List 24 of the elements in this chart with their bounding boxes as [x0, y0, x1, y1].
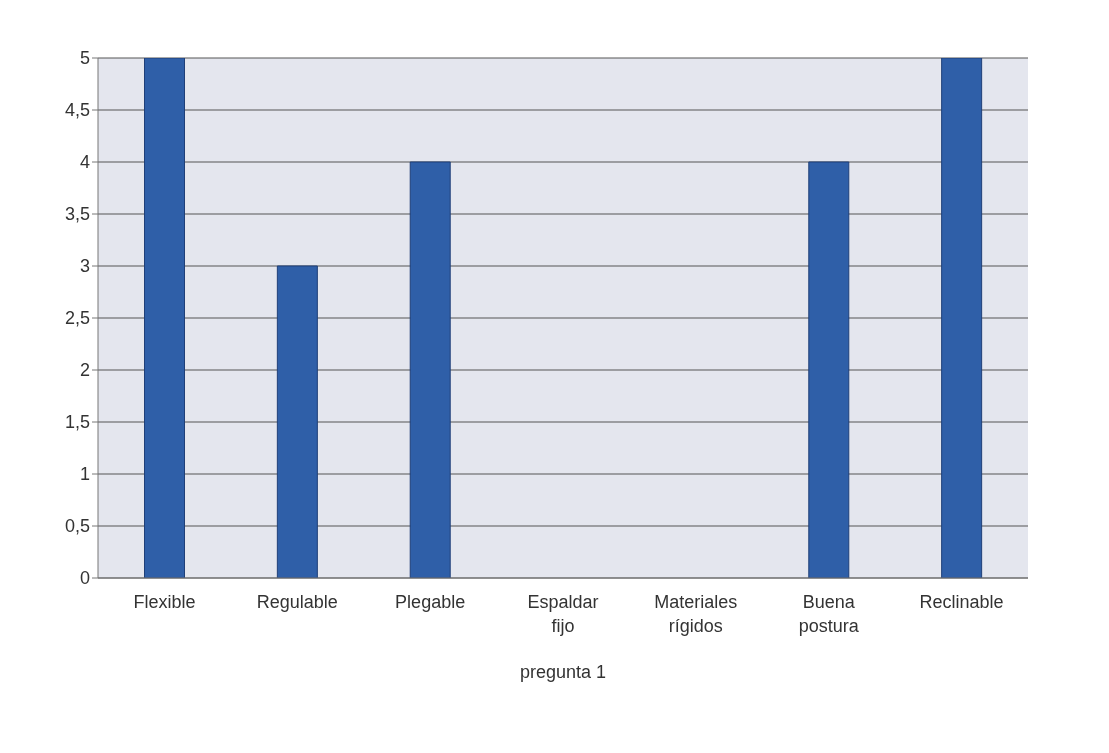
y-tick-label: 2	[79, 360, 90, 381]
x-tick-label: Flexible	[133, 592, 196, 612]
bar	[409, 161, 451, 578]
y-tick-label: 1,5	[64, 412, 90, 433]
y-tick-label: 0	[79, 568, 90, 589]
bar	[808, 161, 850, 578]
y-tick-label: 4	[79, 152, 90, 173]
bar	[941, 58, 983, 578]
x-tick-label: Reclinable	[919, 592, 1004, 612]
bar	[276, 265, 318, 578]
x-tick-label: Espaldar fijo	[527, 592, 599, 636]
x-tick-label: Buena postura	[798, 592, 860, 636]
y-tick-label: 5	[79, 48, 90, 69]
y-tick-label: 2,5	[64, 308, 90, 329]
y-tick-label: 3	[79, 256, 90, 277]
y-tick-label: 3,5	[64, 204, 90, 225]
bar	[144, 58, 185, 578]
y-tick-label: 1	[79, 464, 90, 485]
y-tick-label: 4,5	[64, 100, 90, 121]
x-axis-title: pregunta 1	[519, 662, 607, 682]
x-tick-label: Materiales rígidos	[654, 592, 738, 636]
x-tick-label: Plegable	[395, 592, 466, 612]
x-tick-label: Regulable	[256, 592, 338, 612]
y-tick-label: 0,5	[64, 516, 90, 537]
